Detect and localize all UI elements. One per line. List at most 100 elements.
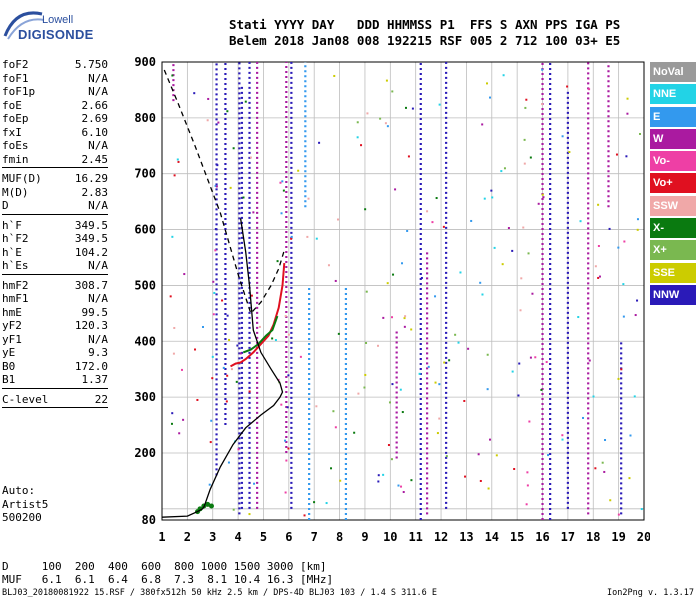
echo-dot <box>427 365 430 368</box>
echo-dot <box>214 184 217 187</box>
param-row: D N/A <box>2 199 108 213</box>
ionogram-chart: 1 2 3 4 5 6 7 8 9 10 11 12 13 14 15 16 17 18 19 20802003004… <box>134 55 650 544</box>
x-mode-trace <box>242 315 279 354</box>
legend-entry-noval: NoVal <box>650 62 696 82</box>
echo-dot <box>442 225 445 228</box>
echo-dot <box>561 434 564 437</box>
echo-dot <box>426 210 429 213</box>
echo-dot <box>547 454 550 457</box>
param-name: foEp <box>2 112 29 125</box>
echo-dot <box>384 122 387 125</box>
legend-entry-xplus: X+ <box>650 240 696 261</box>
param-row: MUF(D) 16.29 <box>2 172 108 186</box>
echo-dot <box>586 302 589 305</box>
echo-dot <box>566 85 569 88</box>
echo-dot <box>541 103 544 106</box>
echo-dot <box>332 410 335 413</box>
echo-dot <box>364 208 367 211</box>
header-labels: Stati YYYY DAY DDD HHMMSS P1 FFS S AXN P… <box>229 17 621 32</box>
y-tick-label: 700 <box>134 167 156 181</box>
echo-dot <box>285 459 288 462</box>
echo-dot <box>507 227 510 230</box>
echo-dot <box>529 356 532 359</box>
echo-dot <box>537 202 540 205</box>
echo-dot <box>527 252 530 255</box>
echo-dot <box>436 432 439 435</box>
param-value: 9.3 <box>88 346 108 359</box>
echo-dot <box>230 368 233 371</box>
echo-dot <box>248 513 251 516</box>
echo-dot <box>318 141 321 144</box>
echo-dot <box>489 438 492 441</box>
echo-dot <box>463 399 466 402</box>
echo-dot <box>454 333 457 336</box>
echo-dot <box>248 390 251 393</box>
echo-dot <box>196 398 199 401</box>
echo-dot <box>457 341 460 344</box>
param-row: foE 2.66 <box>2 99 108 113</box>
echo-dot <box>445 455 448 458</box>
echo-dot <box>636 299 639 302</box>
echo-dot <box>366 112 369 115</box>
param-value: 308.7 <box>74 278 108 292</box>
echo-dot <box>287 374 290 377</box>
x-tick-label: 3 <box>209 530 216 544</box>
param-name: M(D) <box>2 185 29 199</box>
echo-dot <box>232 147 235 150</box>
x-tick-label: 2 <box>184 530 191 544</box>
echo-dot <box>337 332 340 335</box>
echo-dot <box>448 359 451 362</box>
echo-dot <box>601 461 604 464</box>
echo-dot <box>207 97 210 100</box>
x-tick-label: 17 <box>561 530 575 544</box>
param-value: 6.10 <box>81 125 109 139</box>
logo-swoosh-icon <box>3 11 45 40</box>
echo-dot <box>377 344 380 347</box>
echo-dot <box>534 356 537 359</box>
echo-dot <box>225 400 228 403</box>
echo-dot <box>201 325 204 328</box>
param-value: 2.69 <box>81 112 109 125</box>
param-name: yF1 <box>2 332 22 346</box>
param-value: 16.29 <box>74 172 108 185</box>
param-row: h`Es N/A <box>2 259 108 273</box>
echo-dot <box>183 273 186 276</box>
echo-dot <box>542 196 545 199</box>
y-tick-label: 200 <box>134 446 156 460</box>
echo-dot <box>377 480 380 483</box>
param-value: 172.0 <box>74 359 108 373</box>
echo-dot <box>487 487 490 490</box>
echo-dot <box>249 156 252 159</box>
param-value: N/A <box>88 332 108 346</box>
echo-dot <box>594 467 597 470</box>
param-name: B1 <box>2 373 16 386</box>
echo-dot <box>628 477 631 480</box>
echo-dot <box>297 169 300 172</box>
param-separator <box>2 273 108 279</box>
legend-entry-nnw: NNW <box>650 284 696 305</box>
param-value: N/A <box>88 85 108 98</box>
y-tick-label: 300 <box>134 390 156 404</box>
echo-dot <box>438 417 441 420</box>
param-value: N/A <box>88 139 108 152</box>
echo-dot <box>173 174 176 177</box>
echo-dot <box>271 337 274 340</box>
echo-dot <box>313 501 316 504</box>
legend-entry-voplus: Vo+ <box>650 173 696 194</box>
param-value: N/A <box>88 292 108 305</box>
echo-dot <box>339 479 342 482</box>
echo-dot <box>176 158 179 161</box>
echo-dot <box>208 483 211 486</box>
echo-dot <box>608 227 611 230</box>
echo-dot <box>382 316 385 319</box>
echo-dot <box>217 121 220 124</box>
echo-dot <box>334 279 337 282</box>
echo-dot <box>334 426 337 429</box>
param-name: hmF1 <box>2 292 29 305</box>
echo-dot <box>336 218 339 221</box>
param-row: hmE 99.5 <box>2 306 108 320</box>
echo-dot <box>467 347 470 350</box>
echo-dot <box>211 377 214 380</box>
echo-dot <box>531 292 534 295</box>
param-value: 349.5 <box>74 218 108 232</box>
